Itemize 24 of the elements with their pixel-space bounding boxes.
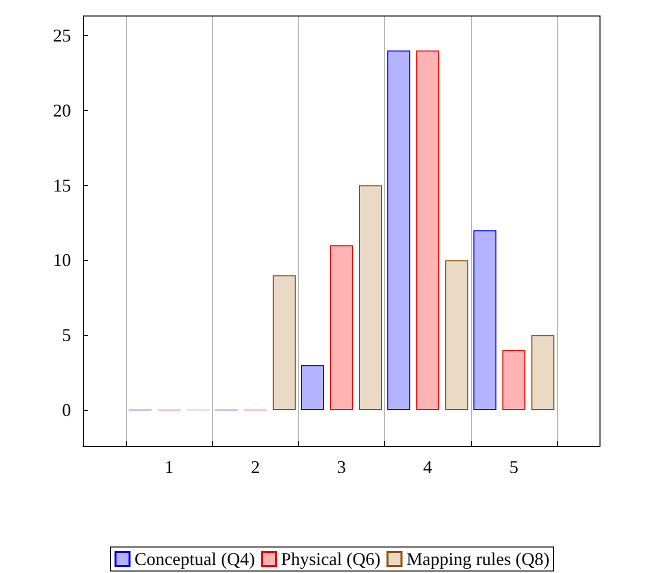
bar	[502, 350, 526, 410]
y-tick-label: 10	[53, 250, 71, 270]
legend-label: Physical (Q6)	[281, 549, 380, 569]
bar	[301, 365, 324, 410]
legend-label: Conceptual (Q4)	[134, 549, 256, 569]
bar	[387, 50, 410, 410]
legend-label: Mapping rules (Q8)	[406, 549, 550, 569]
bar	[473, 230, 496, 410]
bar	[272, 275, 296, 410]
y-tick-label: 20	[53, 100, 71, 120]
y-tick-label: 25	[53, 25, 71, 46]
x-tick-label: 5	[509, 457, 518, 477]
bar	[445, 260, 468, 410]
x-tick-label: 3	[337, 457, 346, 477]
y-tick-label: 5	[62, 325, 71, 346]
bar	[416, 50, 440, 410]
y-tick-label: 0	[62, 400, 71, 420]
x-tick-label: 1	[164, 457, 174, 477]
bar	[531, 335, 554, 410]
bar	[330, 245, 353, 410]
y-tick-label: 15	[53, 175, 71, 196]
x-tick-label: 2	[250, 457, 260, 477]
x-tick-label: 4	[423, 457, 432, 477]
bar	[358, 185, 382, 410]
